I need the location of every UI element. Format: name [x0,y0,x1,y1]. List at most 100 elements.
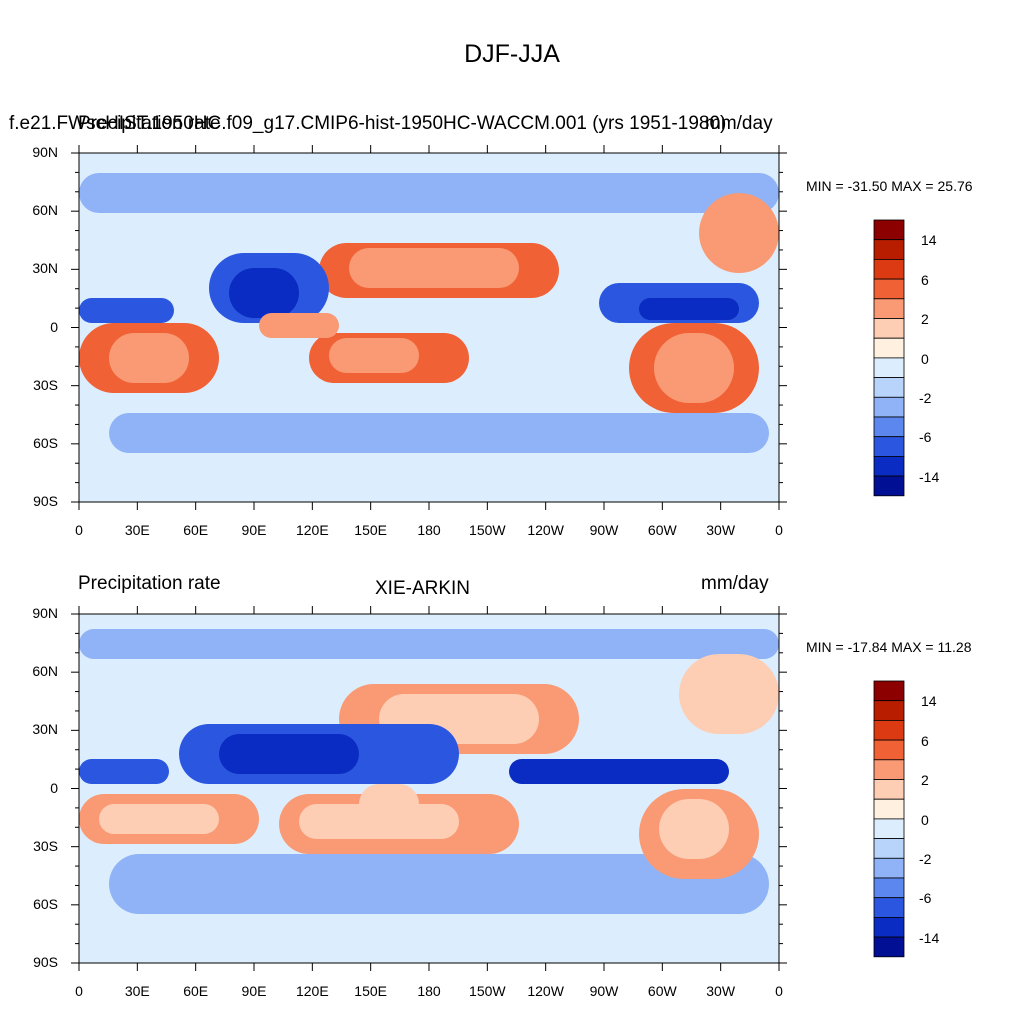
lon-tick-label: 60W [647,522,677,538]
lat-tick-label: 30S [33,837,58,854]
colorbar-box [873,936,905,958]
lat-tick-label: 60N [32,663,58,680]
colorbar-box [873,680,905,702]
contour-region [109,333,189,383]
colorbar-box [873,475,905,497]
colorbar-box [873,700,905,721]
colorbar-box [873,838,905,859]
colorbar-label: 14 [921,232,937,249]
contour-region [259,313,339,338]
colorbar-box [873,857,905,879]
colorbar-label: 0 [921,350,929,367]
colorbar-label: 6 [921,732,929,749]
colorbar-box [873,877,905,899]
lon-tick-label: 30W [706,983,736,999]
colorbar-box [873,278,905,300]
lon-tick-label: 150W [469,522,506,538]
colorbar-label: 2 [921,311,929,328]
colorbar-label: -6 [919,429,932,446]
colorbar-box [873,739,905,761]
precip-field [79,153,779,502]
lon-tick-label: 0 [75,983,83,999]
colorbar-box [873,798,905,820]
colorbar-box [873,818,905,840]
contour-region [639,298,739,320]
lon-tick-label: 120E [295,522,329,538]
colorbar-label: -14 [919,929,940,946]
lat-tick-label: 30S [33,376,58,393]
colorbar-label: 2 [921,772,929,789]
colorbar-box [873,436,905,457]
colorbar-box [873,239,905,260]
colorbar-box [873,917,905,938]
lat-tick-label: 60S [33,895,58,912]
colorbar-label: -2 [919,390,932,406]
lat-tick-label: 90N [32,605,58,621]
colorbar-box [873,396,905,418]
contour-region [79,173,779,213]
lat-tick-label: 90S [33,954,58,970]
panel-right-title: mm/day [705,113,773,134]
contour-region [229,268,299,318]
colorbar-box [873,258,905,280]
colorbar-label: 0 [921,811,929,828]
colorbar-label: -2 [919,851,932,867]
lat-tick-label: 60N [32,202,58,219]
colorbar-box [873,337,905,359]
contour-region [219,734,359,774]
lon-tick-label: 180 [417,522,441,538]
contour-region [659,799,729,859]
lon-tick-label: 90E [241,983,267,999]
lon-tick-label: 60W [647,983,677,999]
lon-tick-label: 60E [183,522,209,538]
colorbar-label: -6 [919,890,932,907]
min-max-label: MIN = -31.50 MAX = 25.76 [806,178,973,194]
map-plot-1 [71,606,905,971]
colorbar-box [873,219,905,241]
colorbar-box [873,897,905,918]
colorbar-box [873,377,905,398]
contour-region [329,338,419,373]
contour-region [79,759,169,784]
lon-tick-label: 0 [75,522,83,538]
lon-tick-label: 90W [589,522,619,538]
precip-field [79,614,779,963]
contour-region [699,193,779,273]
figure-title: DJF-JJA [464,40,560,68]
colorbar-box [873,298,905,319]
contour-region [359,784,419,824]
panel-center-title: XIE-ARKIN [375,578,471,599]
lon-tick-label: 60E [183,983,209,999]
contour-region [79,629,779,659]
lon-tick-label: 30E [124,522,150,538]
lon-tick-label: 30W [706,522,736,538]
colorbar-box [873,455,905,477]
lat-tick-label: 60S [33,434,58,451]
lat-tick-label: 90N [32,144,58,160]
lon-tick-label: 120W [527,522,564,538]
lon-tick-label: 0 [775,983,783,999]
lon-tick-label: 30E [124,983,150,999]
lon-tick-label: 120E [295,983,329,999]
colorbar-label: -14 [919,468,940,485]
lat-tick-label: 30N [32,721,58,738]
panel-left-title-overlap: Precipitation rate [78,113,221,134]
lon-tick-label: 120W [527,983,564,999]
colorbar-box [873,416,905,438]
colorbar-box [873,357,905,378]
contour-region [509,759,729,784]
panel-model: f.e21.FWscHIST.1950HC.f09_g17.CMIP6-hist… [9,113,973,194]
contour-region [79,298,174,323]
lon-tick-label: 150E [354,522,387,538]
panel-right-title: mm/day [701,573,769,594]
lat-tick-label: 90S [33,493,58,509]
lon-tick-label: 180 [417,983,441,999]
contour-region [654,333,734,403]
lon-tick-label: 150E [354,983,387,999]
contour-region [349,248,519,288]
colorbar-box [873,720,905,741]
colorbar-label: 6 [921,271,929,288]
lon-tick-label: 150W [469,983,506,999]
